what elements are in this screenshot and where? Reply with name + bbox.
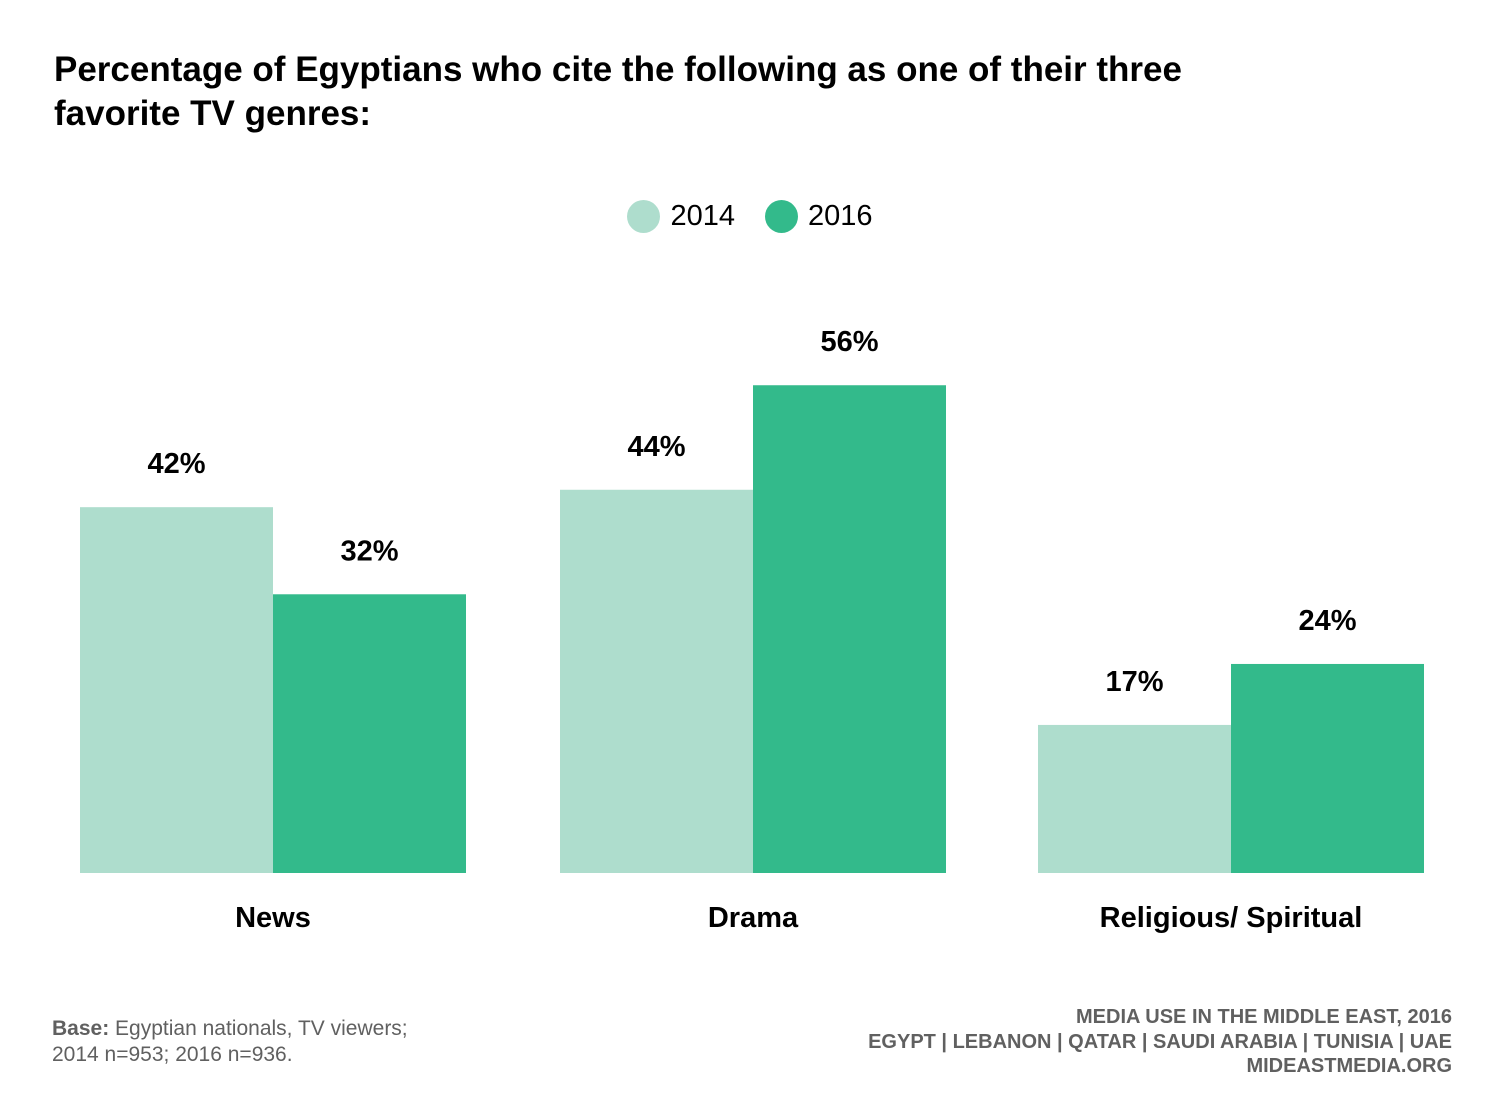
bar-news-2016 bbox=[273, 594, 466, 873]
data-label-news-2014: 42% bbox=[147, 448, 205, 480]
legend-item-2016: 2016 bbox=[765, 200, 873, 233]
base-text: Egyptian nationals, TV viewers; bbox=[115, 1017, 408, 1040]
bar-news-2014 bbox=[80, 507, 273, 873]
base-label: Base: bbox=[52, 1017, 110, 1040]
data-label-drama-2014: 44% bbox=[627, 431, 685, 463]
bar-religious-spiritual-2016 bbox=[1231, 663, 1424, 873]
source-line-website: MIDEASTMEDIA.ORG bbox=[1246, 1055, 1452, 1077]
bar-chart: 42% 32% News 44% 56% Drama 17% 24% Religious/ Sp… bbox=[80, 326, 1424, 934]
category-label-drama: Drama bbox=[708, 902, 799, 934]
legend-item-2014: 2014 bbox=[627, 200, 735, 233]
chart-title: Percentage of Egyptians who cite the fol… bbox=[54, 50, 1182, 133]
category-label-news: News bbox=[235, 902, 311, 934]
source-note: MEDIA USE IN THE MIDDLE EAST, 2016 EGYPT… bbox=[552, 1005, 1452, 1079]
legend-label-2014: 2014 bbox=[670, 200, 735, 232]
base-note: Base: Egyptian nationals, TV viewers; 20… bbox=[52, 1016, 652, 1068]
legend-swatch-2016 bbox=[765, 200, 798, 233]
bar-drama-2014 bbox=[560, 489, 753, 873]
category-label-religious-spiritual: Religious/ Spiritual bbox=[1100, 902, 1363, 934]
data-label-religious-spiritual-2014: 17% bbox=[1105, 666, 1163, 698]
data-label-religious-spiritual-2016: 24% bbox=[1298, 605, 1356, 637]
legend-label-2016: 2016 bbox=[808, 200, 873, 232]
data-label-news-2016: 32% bbox=[340, 535, 398, 567]
source-line-title: MEDIA USE IN THE MIDDLE EAST, 2016 bbox=[1076, 1006, 1452, 1028]
base-sample-sizes: 2014 n=953; 2016 n=936. bbox=[52, 1043, 293, 1066]
legend: 2014 2016 bbox=[0, 200, 1500, 233]
bar-drama-2016 bbox=[753, 385, 946, 873]
legend-swatch-2014 bbox=[627, 200, 661, 233]
source-line-countries: EGYPT | LEBANON | QATAR | SAUDI ARABIA |… bbox=[868, 1030, 1452, 1053]
bar-religious-spiritual-2014 bbox=[1038, 724, 1231, 873]
data-label-drama-2016: 56% bbox=[820, 326, 878, 358]
